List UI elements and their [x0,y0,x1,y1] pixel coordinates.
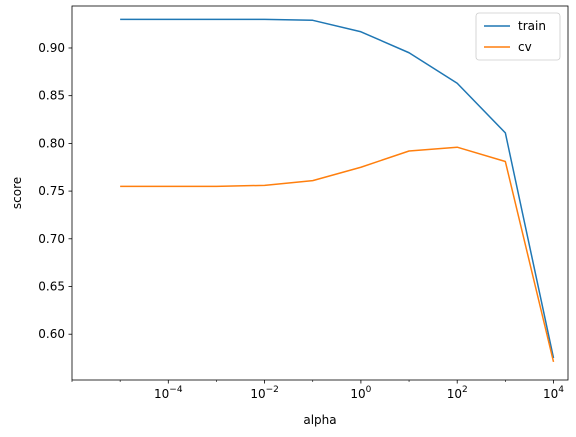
legend: train cv [475,12,561,61]
y-tick-label: 0.70 [38,232,65,246]
y-tick-label: 0.90 [38,41,65,55]
x-axis-label: alpha [303,413,336,427]
plot-layer [120,18,555,363]
x-tick-label: 10−4 [154,385,183,401]
y-axis-ticks: 0.60 0.65 0.70 0.75 0.80 0.85 0.90 [38,41,72,341]
legend-label-cv: cv [518,40,532,54]
x-tick-label: 10−2 [250,385,279,401]
y-tick-label: 0.85 [38,89,65,103]
legend-label-train: train [518,19,546,33]
x-tick-label: 102 [447,385,468,401]
y-tick-label: 0.60 [38,327,65,341]
legend-box [475,12,561,61]
y-tick-label: 0.80 [38,136,65,150]
y-tick-label: 0.65 [38,280,65,294]
x-axis-ticks: 10−4 10−2 100 102 104 [71,380,564,401]
x-tick-label: 104 [543,385,564,401]
series-line-cv [120,146,555,363]
y-tick-label: 0.75 [38,184,65,198]
y-axis-label: score [10,177,24,209]
plot-frame [71,5,569,381]
series-line-train [120,18,555,359]
x-tick-label: 100 [350,385,371,401]
